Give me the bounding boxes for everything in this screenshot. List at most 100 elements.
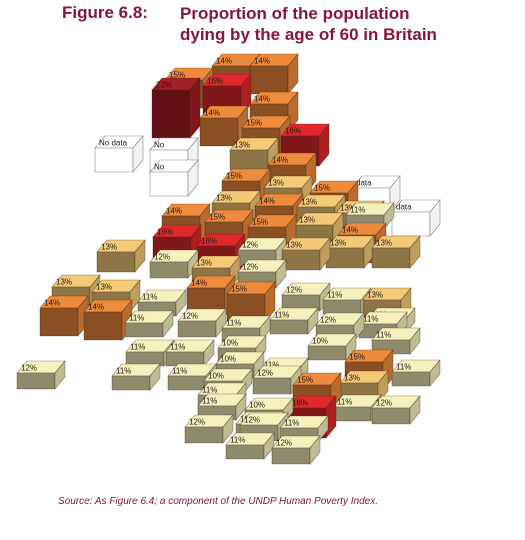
region-block-side	[54, 360, 66, 390]
region-block: No data	[94, 135, 144, 173]
region-value-label: No data	[99, 139, 128, 148]
region-value-label: 11%	[130, 343, 145, 352]
region-value-label: 11%	[327, 291, 342, 300]
region-value-label: 15%	[226, 172, 242, 181]
region-value-label: 13%	[234, 141, 250, 150]
region-block-front	[249, 65, 289, 95]
region-value-label: 10%	[249, 401, 265, 410]
region-block: 14%	[199, 105, 249, 147]
region-value-label: 11%	[226, 319, 241, 328]
region-value-label: No	[154, 141, 165, 150]
region-value-label: data	[356, 179, 372, 188]
region-block-side	[429, 359, 441, 387]
region-value-label: 11%	[142, 293, 157, 302]
region-value-label: 14%	[254, 95, 270, 104]
region-block-front	[332, 406, 372, 422]
region-value-label: 11%	[396, 363, 411, 372]
region-value-label: 11%	[116, 367, 131, 376]
region-block-side	[222, 414, 234, 444]
region-block-front	[124, 322, 164, 338]
figure-title-line-1: Proportion of the population	[180, 4, 410, 23]
region-block-front	[16, 372, 56, 390]
region-value-label: 12%	[154, 253, 170, 262]
region-value-label: 13%	[56, 278, 72, 287]
region-value-label: 13%	[101, 243, 117, 252]
region-block-side	[235, 393, 247, 421]
region-block: 11%	[111, 363, 161, 391]
region-block: 13%	[325, 235, 375, 269]
region-value-label: 12%	[276, 439, 292, 448]
region-value-label: 12%	[21, 364, 37, 373]
region-value-label: 14%	[191, 279, 207, 288]
region-value-label: 12%	[286, 286, 302, 295]
region-block-front	[252, 377, 292, 395]
region-block-side	[175, 289, 187, 317]
region-value-label: 11%	[337, 398, 352, 407]
region-block: 15%	[226, 281, 276, 323]
region-value-label: 13%	[299, 216, 315, 225]
region-block-side	[309, 435, 321, 465]
region-block-front	[371, 407, 411, 425]
region-block: 14%	[249, 53, 299, 95]
region-block-front	[94, 147, 134, 173]
region-value-label: 13%	[330, 239, 346, 248]
region-block-front	[199, 117, 239, 147]
region-value-label: 10%	[312, 337, 328, 346]
region-value-label: 10%	[220, 355, 236, 364]
region-block-side	[287, 53, 299, 95]
region-block-side	[409, 395, 421, 425]
region-value-label: 14%	[204, 109, 220, 118]
region-value-label: 11%	[284, 419, 299, 428]
region-value-label: 10%	[208, 372, 224, 381]
region-value-label: 14%	[259, 197, 275, 206]
figure-label: Figure 6.8:	[62, 3, 148, 22]
region-value-label: 14%	[166, 207, 182, 216]
region-value-label: 11%	[230, 436, 245, 445]
region-value-label: 11%	[170, 343, 185, 352]
region-value-label: 12%	[189, 418, 205, 427]
region-value-label: 14%	[254, 57, 270, 66]
region-block: 12%	[281, 282, 331, 312]
region-block-front	[371, 247, 411, 269]
region-value-label: 15%	[349, 353, 365, 362]
region-value-label: 14%	[88, 303, 104, 312]
region-block: 12%	[184, 414, 234, 444]
region-value-label: 15%	[297, 376, 313, 385]
region-value-label: 11%	[202, 397, 217, 406]
region-block: 12%	[371, 395, 421, 425]
region-block-side	[203, 339, 215, 367]
region-value-label: 14%	[44, 299, 60, 308]
region-value-label: 10%	[222, 339, 238, 348]
region-value-label: 16%	[157, 228, 173, 237]
region-block: 14%	[39, 295, 89, 337]
region-value-label: 14%	[342, 226, 358, 235]
region-block: 22%	[151, 77, 201, 139]
region-value-label: 14%	[272, 156, 288, 165]
region-block-front	[391, 211, 431, 237]
region-block-front	[281, 249, 321, 271]
region-block: 13%	[371, 235, 421, 269]
region-value-label: 15%	[252, 218, 268, 227]
region-block-front	[167, 375, 207, 391]
region-value-label: 14%	[216, 57, 232, 66]
region-block-front	[83, 311, 123, 341]
region-block-front	[325, 247, 365, 269]
region-block-side	[409, 327, 421, 355]
region-block-front	[149, 171, 189, 197]
region-block-front	[96, 251, 136, 273]
region-value-label: 11%	[172, 367, 187, 376]
region-block-front	[111, 375, 151, 391]
figure-title-line-2: dying by the age of 60 in Britain	[180, 25, 437, 44]
region-block-front	[39, 307, 79, 337]
region-value-label: 16%	[285, 127, 301, 136]
region-value-label: 13%	[367, 291, 383, 300]
region-block: 11%	[225, 432, 275, 460]
region-value-label: 11%	[376, 331, 391, 340]
region-block-side	[307, 307, 319, 335]
region-block-front	[322, 299, 362, 315]
region-block-side	[345, 333, 357, 361]
region-value-label: 22%	[156, 81, 172, 90]
region-value-label: 12%	[242, 241, 258, 250]
region-value-label: 15%	[231, 285, 247, 294]
